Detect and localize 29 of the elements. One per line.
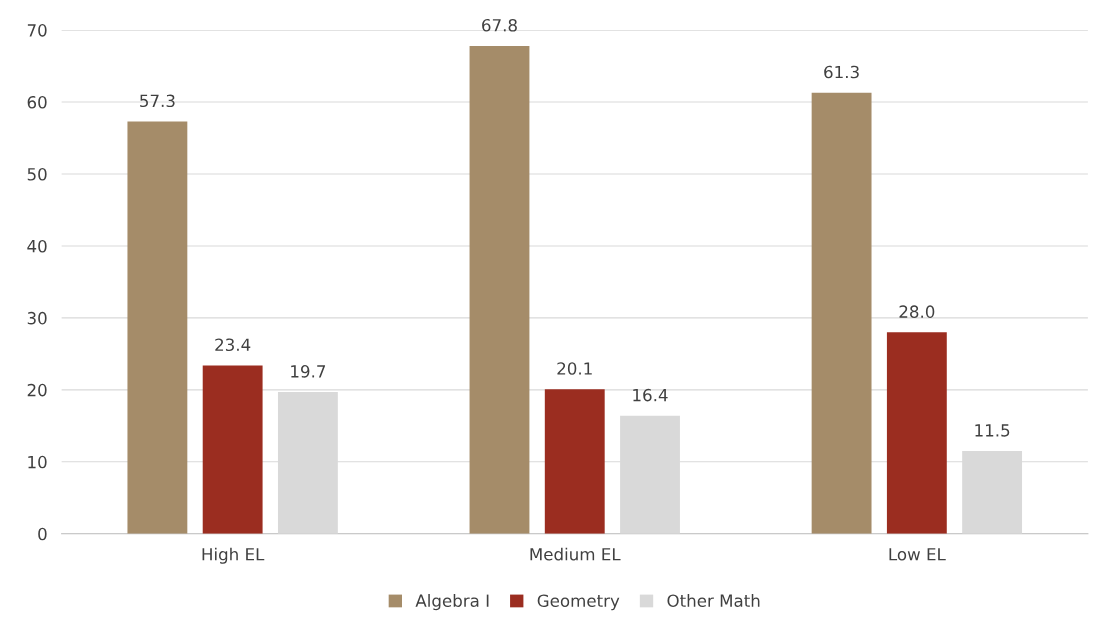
y-tick-label: 10 [28,455,47,469]
text: 67.8 [482,18,517,32]
bar [202,365,263,534]
bar [886,332,947,534]
legend-label: Geometry [537,594,620,611]
x-tick-label: Low EL [889,548,946,561]
y-tick-label: 50 [27,167,47,181]
legend-label: Other Math [667,594,760,607]
text: 28.0 [899,305,935,318]
y-tick-label: 20 [27,383,47,397]
y-tick-label: 40 [27,239,47,253]
text: 61.3 [824,65,859,79]
text: 20.1 [557,362,592,375]
y-tick-label: 30 [27,311,47,325]
y-tick-label: 70 [27,24,47,37]
bar [127,121,188,534]
bar [811,92,872,534]
text: 23.4 [215,338,251,352]
text: 57.3 [140,94,175,108]
text: 11.5 [975,424,1010,437]
y-tick-label: 0 [38,527,47,541]
x-tick-label: Medium EL [530,547,621,561]
y-tick-label: 60 [27,96,47,109]
bar [469,45,530,534]
legend-label: Algebra I [415,594,489,611]
text: 19.7 [291,365,326,378]
x-tick-label: High EL [202,547,265,564]
text: 16.4 [633,388,668,402]
bar [544,389,605,534]
